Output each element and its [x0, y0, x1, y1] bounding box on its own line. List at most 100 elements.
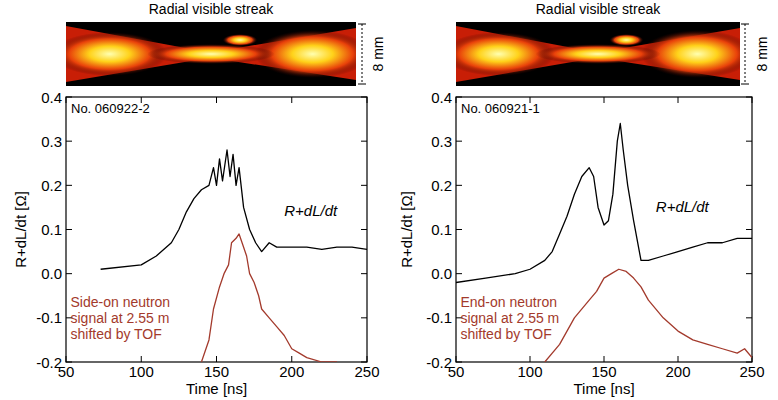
y-tick — [361, 97, 367, 98]
y-tick-label: 0.1 — [431, 221, 452, 238]
y-tick — [746, 229, 752, 230]
x-tick-label: 200 — [279, 363, 304, 380]
x-axis-title: Time [ns] — [186, 380, 247, 397]
x-tick — [216, 356, 217, 362]
series-line — [545, 269, 752, 362]
y-tick — [456, 273, 462, 274]
x-tick — [367, 356, 368, 362]
shot-label: No. 060921-1 — [461, 101, 540, 116]
x-tick — [66, 97, 67, 103]
y-tick — [66, 273, 72, 274]
annotation: End-on neutronsignal at 2.55 mshifted by… — [460, 294, 559, 342]
streak-image — [456, 22, 740, 86]
y-tick — [361, 317, 367, 318]
x-axis-title: Time [ns] — [573, 380, 634, 397]
y-tick-label: 0.4 — [41, 89, 62, 106]
x-tick-label: 150 — [204, 363, 229, 380]
y-tick — [746, 97, 752, 98]
x-tick — [604, 356, 605, 362]
panel: Radial visible streak8 mm50100150200250-… — [12, 1, 387, 397]
y-tick-label: 0.4 — [431, 89, 452, 106]
y-tick — [746, 185, 752, 186]
y-tick-label: -0.2 — [36, 354, 62, 371]
y-tick — [361, 273, 367, 274]
series-label: R+dL/dt — [656, 198, 710, 215]
scale-bar — [745, 24, 746, 84]
y-tick — [746, 141, 752, 142]
scale-bar-cap — [741, 84, 749, 85]
x-tick — [456, 97, 457, 103]
y-tick-label: 0.0 — [41, 265, 62, 282]
x-tick-label: 250 — [354, 363, 379, 380]
y-tick — [66, 362, 72, 363]
x-tick-label: 100 — [517, 363, 542, 380]
series-label: R+dL/dt — [284, 202, 338, 219]
x-tick-label: 150 — [591, 363, 616, 380]
series-group — [456, 124, 752, 363]
annotation-line: Side-on neutron — [71, 294, 171, 310]
x-tick — [141, 356, 142, 362]
scale-bar-cap — [358, 24, 366, 25]
y-tick — [361, 141, 367, 142]
y-tick — [361, 362, 367, 363]
x-tick — [66, 356, 67, 362]
x-tick — [678, 97, 679, 103]
y-tick — [456, 185, 462, 186]
y-tick — [456, 362, 462, 363]
y-tick — [456, 141, 462, 142]
scale-bar — [362, 24, 363, 84]
x-tick — [456, 356, 457, 362]
y-tick — [361, 229, 367, 230]
y-axis-title: R+dL/dt [Ω] — [12, 191, 29, 268]
x-tick — [367, 97, 368, 103]
annotation-line: End-on neutron — [460, 294, 557, 310]
y-tick — [66, 141, 72, 142]
x-tick-label: 100 — [129, 363, 154, 380]
y-tick — [66, 185, 72, 186]
streak-image — [66, 22, 356, 86]
y-tick-label: -0.1 — [36, 309, 62, 326]
y-axis-title: R+dL/dt [Ω] — [398, 191, 415, 268]
y-tick-label: 0.3 — [431, 133, 452, 150]
y-tick — [456, 229, 462, 230]
x-tick — [291, 97, 292, 103]
y-tick — [746, 362, 752, 363]
y-tick — [66, 229, 72, 230]
series-line — [101, 150, 367, 269]
scale-label: 8 mm — [754, 37, 770, 72]
x-tick — [530, 356, 531, 362]
scale-bar-cap — [358, 84, 366, 85]
series-line — [201, 234, 336, 362]
figure: Radial visible streak8 mm50100150200250-… — [0, 0, 778, 400]
y-tick-label: 0.2 — [431, 177, 452, 194]
plot-frame — [456, 97, 752, 362]
y-tick — [456, 97, 462, 98]
annotation-line: signal at 2.55 m — [460, 310, 559, 326]
y-tick — [746, 273, 752, 274]
x-tick — [604, 97, 605, 103]
annotation-line: shifted by TOF — [460, 326, 551, 342]
y-tick-label: 0.1 — [41, 221, 62, 238]
y-tick — [361, 185, 367, 186]
y-tick-label: -0.1 — [426, 309, 452, 326]
y-tick — [66, 97, 72, 98]
plot-frame — [66, 97, 367, 362]
x-tick — [216, 97, 217, 103]
x-tick — [678, 356, 679, 362]
scale-bar-cap — [741, 24, 749, 25]
y-tick-label: 0.0 — [431, 265, 452, 282]
x-tick — [291, 356, 292, 362]
y-tick-label: 0.3 — [41, 133, 62, 150]
y-tick-label: 0.2 — [41, 177, 62, 194]
x-tick-label: 200 — [665, 363, 690, 380]
annotation-line: shifted by TOF — [71, 326, 162, 342]
panel: Radial visible streak8 mm50100150200250-… — [398, 1, 771, 397]
panel-title: Radial visible streak — [536, 1, 661, 17]
x-tick-label: 250 — [739, 363, 764, 380]
y-tick — [746, 317, 752, 318]
scale-label: 8 mm — [370, 37, 386, 72]
series-line — [456, 124, 752, 283]
x-tick — [752, 97, 753, 103]
panel-title: Radial visible streak — [149, 1, 274, 17]
annotation: Side-on neutronsignal at 2.55 mshifted b… — [71, 294, 171, 342]
